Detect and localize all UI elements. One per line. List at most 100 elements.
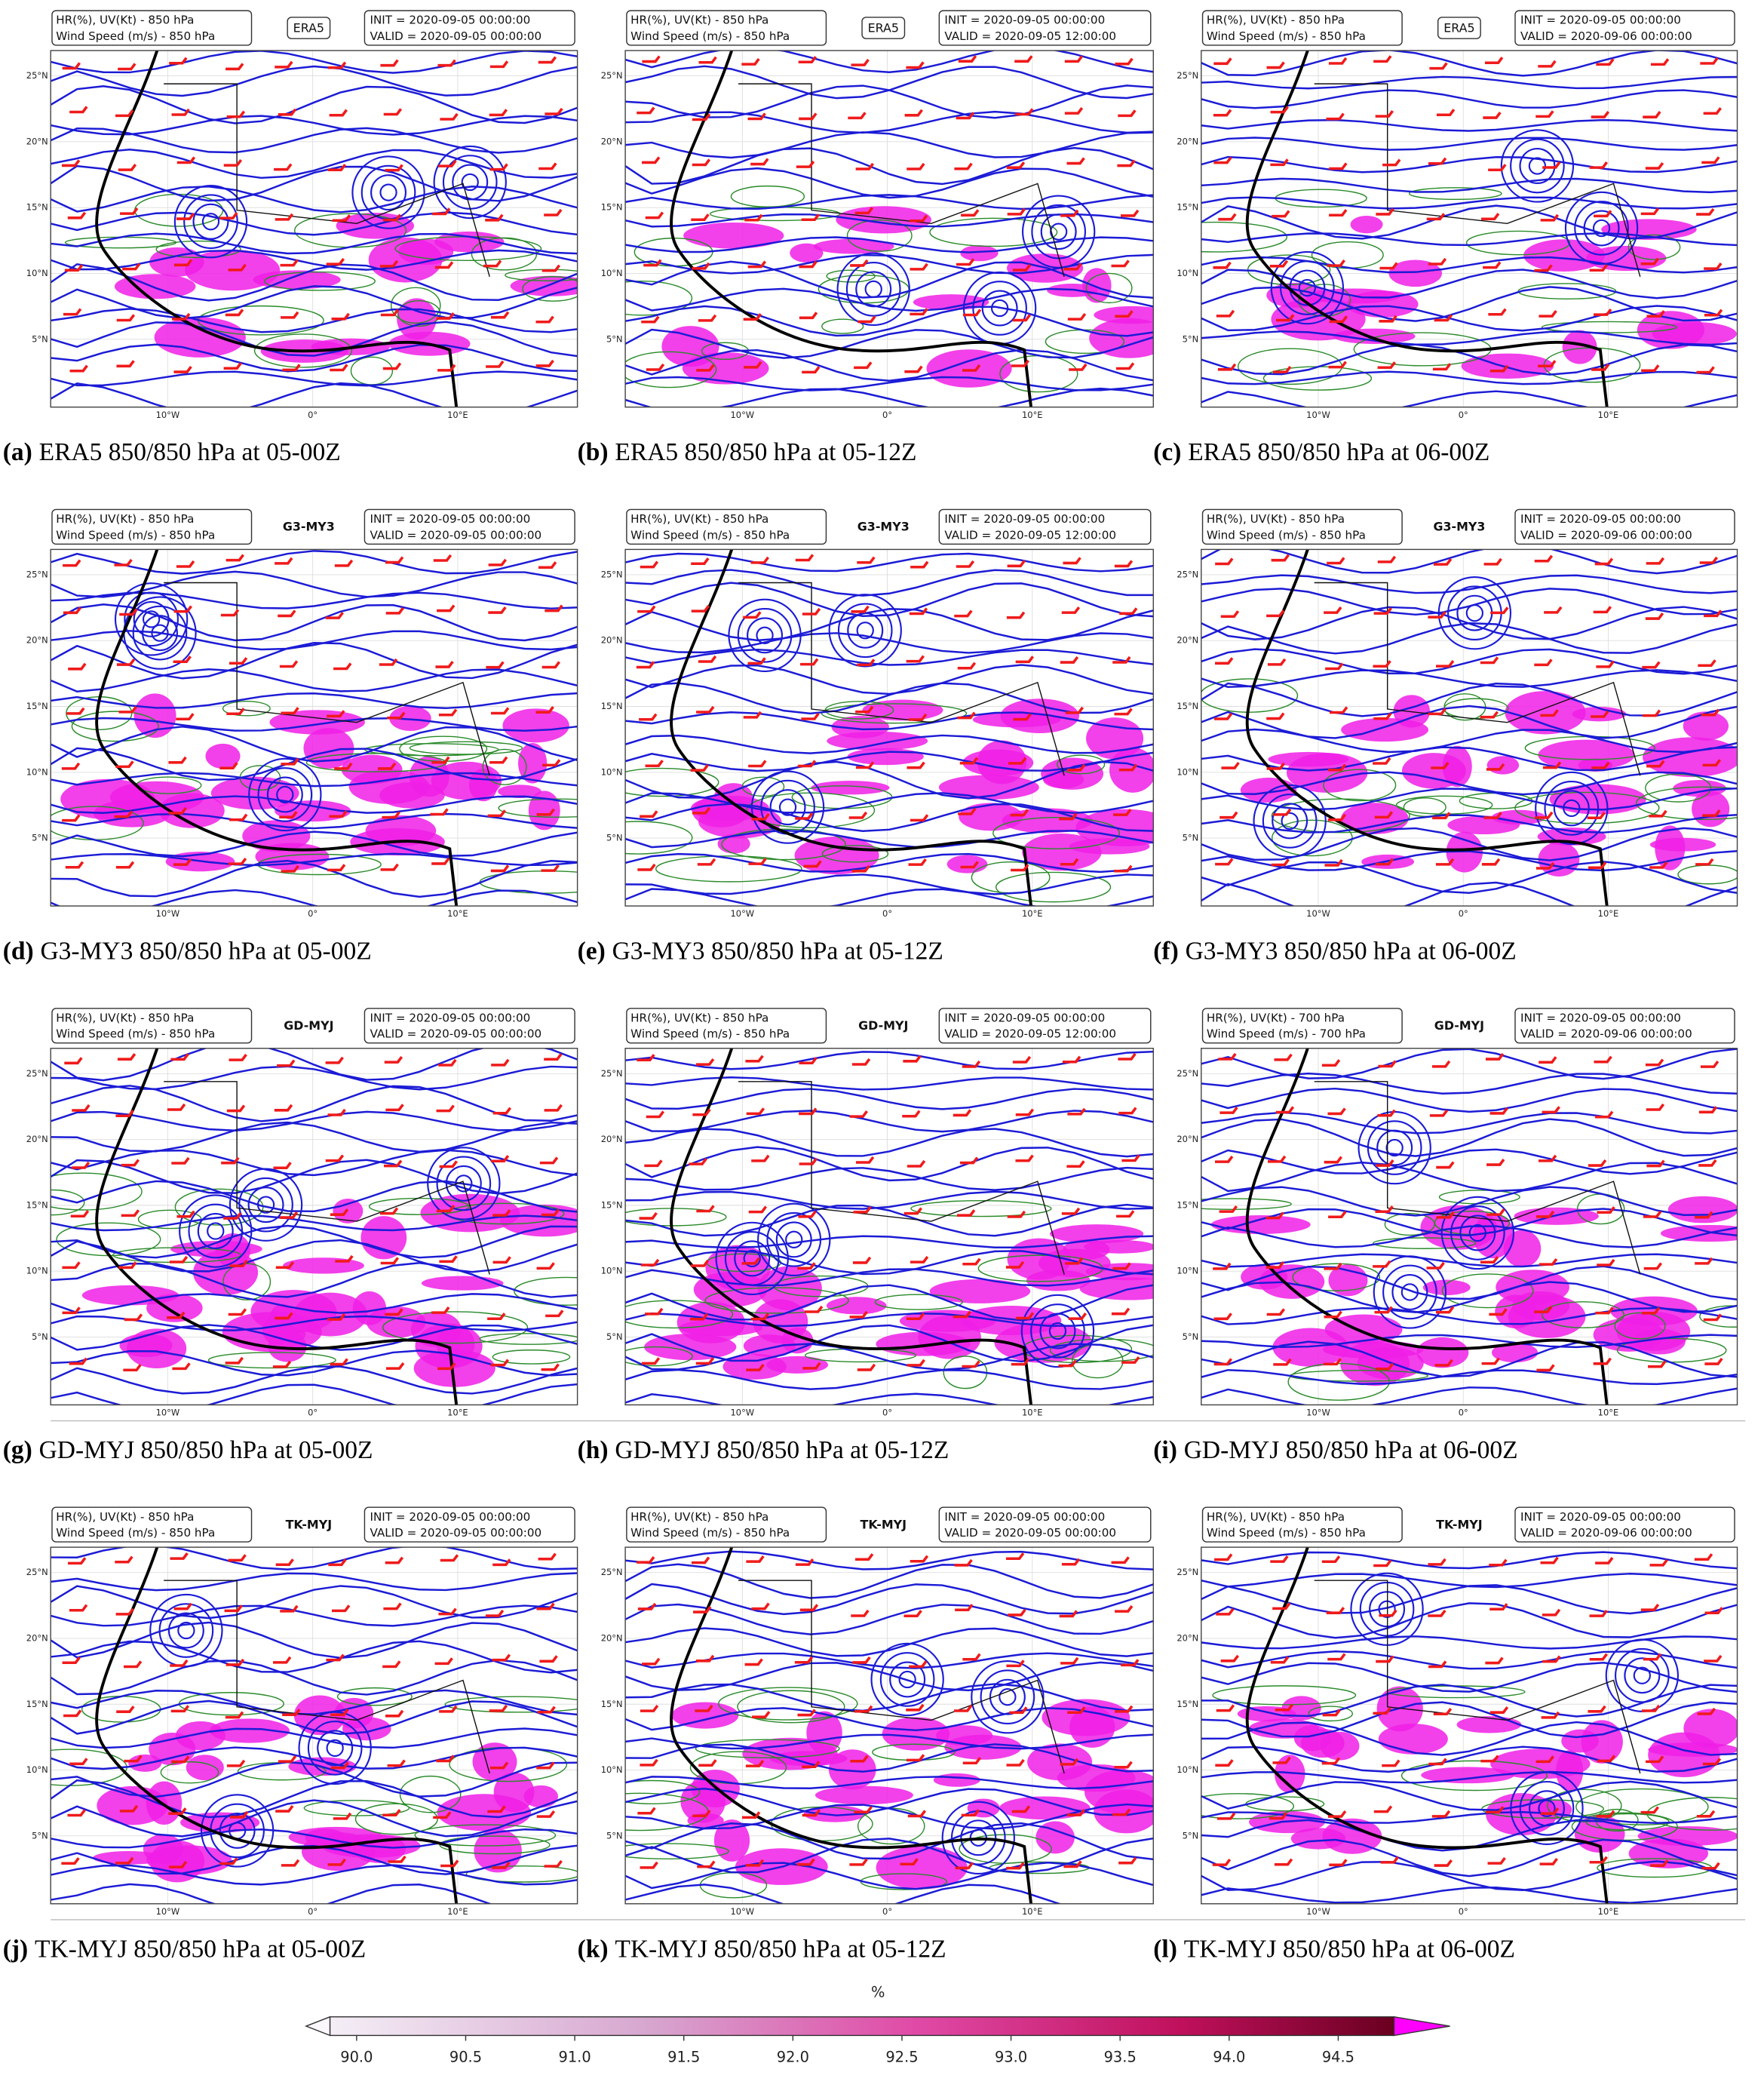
wind-barb [1012, 1055, 1032, 1064]
wind-barb [1121, 1154, 1140, 1162]
run-box [364, 508, 575, 545]
wind-barb [62, 1656, 81, 1665]
wind-barb [1119, 607, 1138, 616]
wind-barb [486, 360, 505, 368]
colorbar-tick-label: 91.5 [667, 2049, 700, 2066]
wind-barb [176, 713, 195, 721]
wind-barb [907, 1159, 926, 1168]
wind-barb [1646, 310, 1665, 318]
contour [51, 1189, 85, 1216]
streamline [51, 1048, 578, 1082]
wind-barb [436, 1104, 455, 1113]
contour [253, 333, 353, 368]
wind-barb [326, 1653, 345, 1662]
lat-label: 25°N [601, 1068, 623, 1079]
wind-barb [1695, 1257, 1713, 1265]
streamline [1201, 728, 1738, 754]
colorbar-extend-max [1393, 2016, 1450, 2037]
wind-barb [432, 207, 451, 216]
wind-barb [1373, 1805, 1393, 1813]
caption-label: (j) [3, 1935, 28, 1963]
streamline [625, 1563, 1154, 1599]
wind-barb [114, 810, 133, 818]
wind-barb [743, 611, 762, 619]
wind-barb [275, 557, 293, 565]
wind-barb [440, 1554, 459, 1562]
run-box [938, 508, 1152, 545]
wind-barb [855, 1156, 875, 1164]
wind-barb [854, 207, 874, 215]
streamline [625, 792, 1154, 815]
wind-barb [1066, 157, 1085, 165]
wind-barb [855, 1553, 874, 1561]
wind-barb [1221, 761, 1240, 769]
wind-barb [645, 211, 664, 220]
run-box [1514, 1506, 1735, 1543]
wind-barb [852, 1256, 872, 1264]
wind-barb [1011, 359, 1030, 367]
caption: (d) G3-MY3 850/850 hPa at 05-00Z [3, 938, 372, 966]
caption-label: (c) [1153, 438, 1181, 466]
wind-barb [277, 1059, 296, 1067]
wind-barb [857, 1363, 876, 1371]
lat-label: 10°N [26, 1266, 48, 1276]
wind-barb [954, 162, 973, 170]
lon-label: 0° [882, 1906, 892, 1917]
coastline [1245, 1547, 1609, 1904]
wind-barb [1481, 1357, 1500, 1365]
wind-barb [118, 63, 137, 71]
wind-barb [168, 1860, 188, 1868]
wind-barb [795, 1558, 815, 1566]
wind-barb [385, 556, 404, 564]
wind-barb [438, 1058, 457, 1067]
streamline [1367, 1120, 1422, 1175]
wind-barb [1266, 609, 1285, 618]
wind-barb [645, 1307, 664, 1316]
wind-barb [1066, 1808, 1086, 1816]
wind-barb [1542, 1655, 1561, 1663]
wind-barb [536, 1602, 555, 1610]
streamline [625, 1312, 1154, 1328]
contour [625, 821, 693, 855]
humidity-area [1333, 328, 1416, 344]
wind-barb [489, 1704, 508, 1712]
wind-barb [1272, 808, 1292, 816]
wind-barb [1063, 557, 1081, 565]
wind-barb [1649, 861, 1668, 869]
wind-barb [68, 1557, 87, 1565]
lat-label: 5°N [606, 333, 623, 344]
humidity-area [813, 238, 894, 254]
streamline [433, 145, 507, 220]
streamline [971, 1660, 1045, 1734]
run-box [938, 10, 1152, 46]
map-layer [1201, 51, 1738, 407]
streamline [124, 591, 179, 647]
streamline [766, 1211, 822, 1267]
wind-barb [799, 1157, 818, 1165]
coastline [1245, 51, 1609, 407]
humidity-area [1094, 1789, 1154, 1834]
wind-barb [384, 1055, 403, 1064]
streamline [1048, 1322, 1067, 1340]
wind-barb [1058, 1359, 1077, 1368]
wind-barb [1007, 1210, 1026, 1218]
streamline [1400, 1283, 1419, 1301]
wind-barb [854, 1806, 873, 1814]
streamline [1440, 1196, 1515, 1270]
wind-barb [910, 1255, 929, 1263]
wind-barb [1594, 1055, 1612, 1064]
wind-barb [908, 858, 927, 866]
wind-barb [746, 1107, 765, 1116]
lat-label: 10°N [601, 268, 623, 278]
map-layer [51, 1547, 578, 1904]
model-name: G3-MY3 [857, 520, 910, 534]
wind-barb [1648, 1360, 1667, 1368]
streamline [51, 51, 578, 74]
humidity-area [1660, 1224, 1738, 1242]
wind-barb [538, 1552, 557, 1561]
streamline [1615, 1647, 1670, 1703]
wind-barb [1215, 858, 1234, 866]
streamline [625, 1822, 1154, 1861]
wind-barb [1703, 107, 1722, 115]
